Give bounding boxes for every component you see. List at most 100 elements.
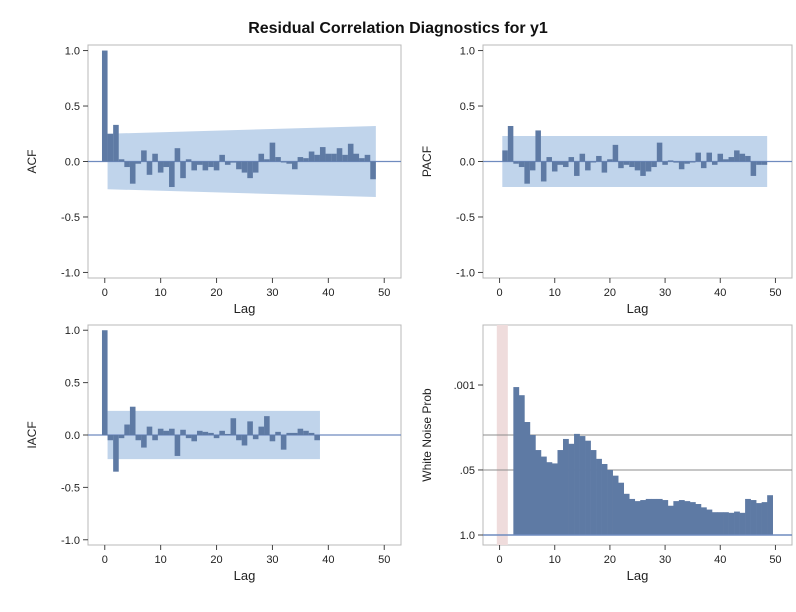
wn-y-tick-label: .001 (454, 380, 475, 392)
acf-x-tick-label: 20 (210, 287, 222, 299)
pacf-x-tick-label: 50 (769, 287, 781, 299)
wn-bar (601, 463, 608, 535)
iacf-bar (185, 435, 192, 439)
pacf-bar (513, 161, 519, 164)
acf-bar (303, 158, 309, 162)
acf-bar (269, 142, 276, 162)
acf-bar (157, 161, 164, 173)
acf-bar (169, 161, 175, 188)
iacf-bar (124, 424, 130, 435)
pacf-bar (507, 125, 514, 162)
iacf-bar (292, 432, 298, 435)
acf-bar (308, 151, 315, 162)
pacf-bar (601, 161, 608, 173)
chart-title: Residual Correlation Diagnostics for y1 (248, 20, 548, 37)
acf-bar (219, 154, 225, 162)
acf-bar (236, 161, 242, 170)
pacf-bar (745, 155, 751, 162)
acf-bar (342, 154, 348, 162)
acf-bar (101, 50, 108, 162)
acf-bar (196, 161, 203, 165)
iacf-panel: 1.0 0.5 0.0 -0.5 -1.0 0 10 20 30 40 50 Lag IACF (25, 324, 402, 583)
iacf-x-tick-label: 10 (155, 554, 167, 566)
acf-bar (280, 161, 287, 163)
iacf-y-tick-label: 0.0 (65, 430, 80, 442)
pacf-x-tick-label: 40 (714, 287, 726, 299)
pacf-bar (717, 153, 724, 162)
pacf-x-axis-label: Lag (627, 301, 649, 316)
acf-y-tick-label: -1.0 (61, 267, 80, 279)
acf-bar (230, 161, 237, 163)
wn-bar (596, 458, 602, 535)
pacf-y-tick-label: 0.5 (460, 101, 475, 113)
acf-bar (180, 161, 186, 179)
pacf-bar (568, 157, 575, 162)
wn-bar (579, 436, 586, 535)
wn-bar (535, 450, 542, 535)
wn-bar (513, 387, 520, 535)
wn-bar (645, 498, 652, 535)
acf-bar (264, 159, 270, 162)
wn-bar (524, 422, 531, 535)
pacf-bar (750, 161, 757, 176)
acf-x-tick-label: 10 (155, 287, 167, 299)
pacf-bar (563, 161, 569, 168)
acf-bar (286, 161, 293, 164)
pacf-bar (585, 161, 591, 171)
pacf-y-axis-label: PACF (420, 146, 434, 177)
pacf-bar (678, 161, 685, 170)
iacf-bar (297, 428, 304, 435)
iacf-bar (174, 435, 181, 456)
pacf-x-tick-label: 10 (549, 287, 561, 299)
pacf-bar (739, 153, 746, 162)
pacf-bar (540, 161, 547, 182)
wn-bar (546, 462, 553, 535)
wn-bar (706, 509, 713, 535)
wn-bar (607, 469, 613, 535)
acf-bar (107, 133, 114, 162)
pacf-bar (596, 155, 602, 162)
iacf-bar (280, 435, 287, 450)
iacf-x-tick-label: 20 (210, 554, 222, 566)
wn-bar (745, 498, 751, 535)
iacf-bar (101, 330, 108, 435)
acf-bar (359, 158, 365, 162)
wn-bar (678, 500, 685, 535)
acf-bar (331, 153, 337, 162)
pacf-bar (618, 161, 624, 169)
pacf-bar (723, 159, 729, 162)
pacf-x-tick-label: 0 (496, 287, 502, 299)
acf-bar (129, 161, 136, 184)
acf-bar (370, 161, 376, 180)
wn-bar (629, 498, 636, 535)
wn-bar (623, 493, 630, 535)
pacf-bar (695, 152, 701, 162)
acf-bar (319, 147, 326, 162)
acf-x-tick-label: 40 (322, 287, 334, 299)
acf-bar (336, 148, 343, 162)
wn-x-tick-label: 0 (496, 554, 502, 566)
iacf-bar (219, 430, 225, 435)
iacf-y-tick-label: 1.0 (65, 325, 80, 337)
acf-y-tick-label: 0.0 (65, 157, 80, 169)
wn-bar (529, 435, 536, 535)
pacf-x-tick-label: 30 (659, 287, 671, 299)
wn-bar (651, 498, 658, 535)
iacf-bar (157, 428, 164, 435)
wn-bar (673, 501, 680, 535)
wn-bar (618, 482, 625, 535)
iacf-bar (236, 435, 242, 441)
acf-bar (275, 157, 281, 162)
iacf-bar (118, 435, 125, 439)
acf-bar (191, 161, 197, 171)
acf-bar (292, 161, 298, 170)
iacf-bar (191, 435, 197, 442)
pacf-bar (756, 161, 762, 165)
wn-bar (723, 512, 729, 535)
pacf-bar (761, 161, 768, 165)
acf-y-tick-label: 0.5 (65, 101, 80, 113)
pacf-bar (711, 161, 718, 165)
pacf-bar (557, 161, 564, 165)
